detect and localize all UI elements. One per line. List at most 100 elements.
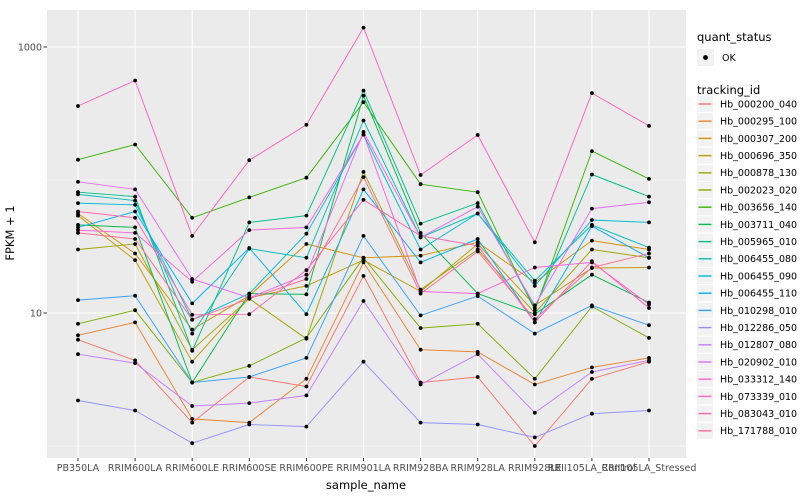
legend-item-Hb_012286_050: Hb_012286_050 [720,323,797,334]
data-point-Hb_010298_010 [76,298,80,302]
data-point-Hb_010298_010 [532,331,537,336]
data-point-Hb_006455_110 [418,260,423,265]
data-point-Hb_083043_010 [247,312,252,317]
legend-item-Hb_003656_140: Hb_003656_140 [720,203,797,214]
data-point-Hb_010298_010 [304,356,309,360]
data-point-Hb_012807_080 [76,352,80,357]
data-point-Hb_006455_110 [361,187,366,192]
data-point-Hb_003656_140 [304,175,309,180]
data-point-Hb_000295_100 [190,417,195,421]
data-point-Hb_005965_010 [532,306,537,310]
data-point-Hb_012807_080 [304,393,309,398]
data-point-Hb_020902_010 [304,272,309,277]
data-point-Hb_012286_050 [647,408,651,413]
x-tick-label-RRIM600LA: RRIM600LA [108,463,163,474]
data-point-Hb_006455_110 [590,224,594,229]
data-point-Hb_000307_200 [304,242,309,246]
data-point-Hb_006455_090 [76,201,80,206]
data-point-Hb_083043_010 [190,312,195,317]
data-point-Hb_003656_140 [190,215,195,220]
data-point-Hb_006455_080 [532,278,537,283]
data-point-Hb_000696_350 [76,213,80,218]
data-point-Hb_002023_020 [418,326,423,330]
legend-item-Hb_171788_010: Hb_171788_010 [720,426,797,437]
data-point-Hb_083043_010 [647,306,651,310]
data-point-Hb_000307_200 [418,253,423,258]
data-point-Hb_010298_010 [361,234,366,238]
data-point-Hb_000295_100 [133,320,138,325]
legend-item-Hb_003711_040: Hb_003711_040 [720,220,797,231]
data-point-Hb_002023_020 [475,321,480,326]
data-point-Hb_020902_010 [475,204,480,209]
data-point-Hb_012807_080 [247,401,252,405]
black-point-icon [703,55,708,60]
data-point-Hb_020902_010 [532,303,537,308]
legend-title-quant-status: quant_status [697,30,772,44]
y-tick-label: 10 [30,308,42,319]
legend-item-Hb_006455_110: Hb_006455_110 [720,289,797,300]
data-point-Hb_020902_010 [76,179,80,184]
data-point-Hb_012807_080 [361,299,366,303]
data-point-Hb_012807_080 [475,352,480,357]
data-point-Hb_006455_080 [361,118,366,123]
data-point-Hb_033312_140 [532,265,537,270]
data-point-Hb_003711_040 [304,292,309,297]
data-point-Hb_003711_040 [133,225,138,230]
data-point-Hb_012807_080 [190,404,195,408]
data-point-Hb_171788_010 [475,249,480,254]
data-point-Hb_000295_100 [304,376,309,381]
data-point-Hb_000200_040 [190,420,195,425]
data-point-Hb_003656_140 [418,182,423,187]
data-point-Hb_006455_080 [304,255,309,260]
x-tick-label-RRIM928LA: RRIM928LA [451,463,506,474]
data-point-Hb_171788_010 [590,265,594,270]
data-point-Hb_006455_090 [475,211,480,216]
data-point-Hb_012286_050 [76,398,80,403]
data-point-Hb_005965_010 [133,194,138,199]
legend-item-Hb_006455_080: Hb_006455_080 [720,254,797,265]
data-point-Hb_005965_010 [418,221,423,226]
data-point-Hb_002023_020 [532,376,537,381]
data-point-Hb_000696_350 [133,258,138,262]
data-point-Hb_003656_140 [475,190,480,195]
x-tick-label-RRIM928BA: RRIM928BA [393,463,449,474]
data-point-Hb_005965_010 [247,220,252,225]
data-point-Hb_171788_010 [361,175,366,180]
data-point-Hb_033312_140 [133,231,138,235]
data-point-Hb_012286_050 [133,408,138,413]
data-point-Hb_003711_040 [532,312,537,317]
data-point-Hb_002023_020 [647,336,651,340]
data-point-Hb_083043_010 [76,209,80,214]
data-point-Hb_020902_010 [590,206,594,211]
legend-item-ok: OK [722,53,736,64]
data-point-Hb_010298_010 [190,380,195,385]
data-point-Hb_083043_010 [475,243,480,248]
data-point-Hb_083043_010 [418,234,423,238]
legend-item-Hb_000878_130: Hb_000878_130 [720,168,797,179]
y-tick-label: 1000 [18,42,42,53]
data-point-Hb_033312_140 [247,228,252,233]
data-point-Hb_002023_020 [304,336,309,340]
data-point-Hb_083043_010 [590,259,594,264]
x-tick-label-RRII105LA_Control: RRII105LA_Control [548,463,636,474]
data-point-Hb_003656_140 [590,149,594,154]
data-point-Hb_010298_010 [590,303,594,308]
legend-item-Hb_000200_040: Hb_000200_040 [720,99,797,110]
data-point-Hb_033312_140 [361,132,366,137]
data-point-Hb_171788_010 [247,296,252,301]
data-point-Hb_005965_010 [190,348,195,353]
data-point-Hb_073339_010 [133,78,138,83]
legend-item-Hb_033312_140: Hb_033312_140 [720,375,797,386]
data-point-Hb_003711_040 [590,272,594,277]
data-point-Hb_033312_140 [304,225,309,230]
legend-item-Hb_010298_010: Hb_010298_010 [720,306,797,317]
data-point-Hb_003656_140 [647,177,651,181]
data-point-Hb_000307_200 [190,327,195,332]
data-point-Hb_006455_090 [418,247,423,252]
data-point-Hb_012286_050 [418,420,423,425]
data-point-Hb_006455_110 [475,237,480,241]
data-point-Hb_033312_140 [190,279,195,284]
data-point-Hb_171788_010 [532,317,537,321]
data-point-Hb_006455_110 [133,209,138,214]
